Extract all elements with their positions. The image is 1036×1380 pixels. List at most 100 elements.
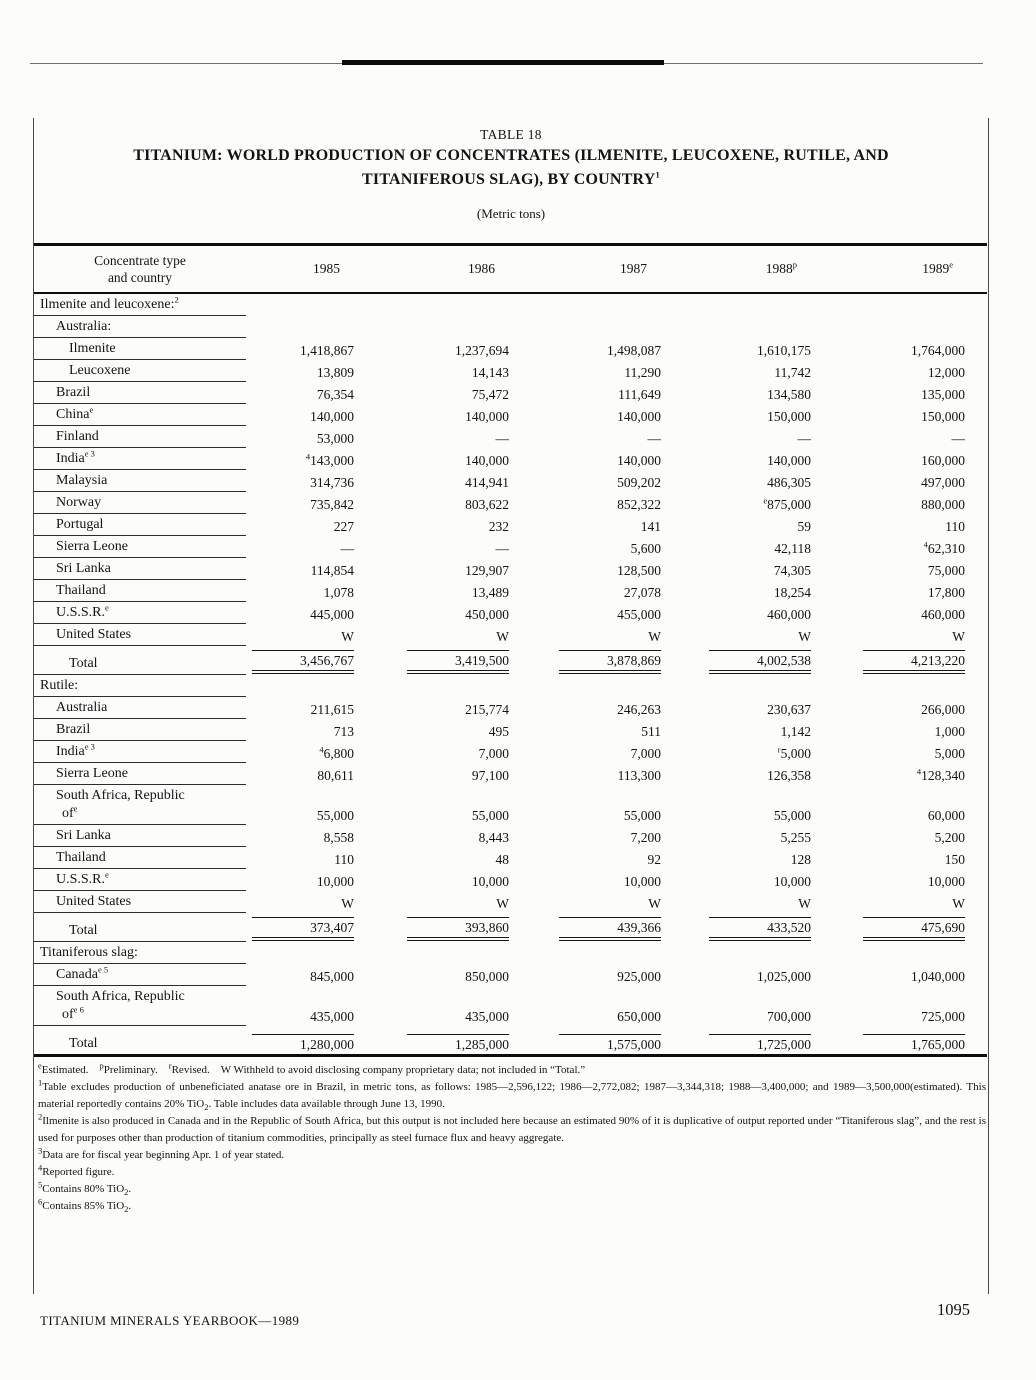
- value-cell: 7,000: [630, 745, 661, 761]
- total-value: 3,456,767: [252, 649, 354, 674]
- table-row: United States W W W W W: [34, 623, 987, 646]
- value-cell: 266,000: [921, 701, 965, 717]
- value-cell: 7,200: [630, 829, 661, 845]
- value-cell: 80,611: [317, 767, 354, 783]
- value-cell: 509,202: [617, 474, 661, 490]
- value-cell: [663, 293, 813, 316]
- table-row: Thailand 110 48 92 128 150: [34, 846, 987, 869]
- footnote: 6Contains 85% TiO2.: [38, 1196, 132, 1215]
- value-cell: 8,443: [478, 829, 509, 845]
- value-cell: 110: [334, 851, 354, 867]
- value-cell: [511, 316, 663, 338]
- year-column-header-1988: 1988p: [765, 259, 797, 276]
- value-cell: 55,000: [623, 807, 661, 823]
- total-value: 433,520: [709, 916, 811, 941]
- value-cell: 850,000: [465, 968, 509, 984]
- row-label: Total: [34, 1025, 246, 1056]
- row-label: Chinae: [34, 403, 246, 426]
- value-cell: [246, 942, 356, 964]
- table-number-label: TABLE 18: [480, 127, 542, 142]
- total-value: 1,280,000: [252, 1034, 354, 1053]
- row-label: Sri Lanka: [34, 824, 246, 847]
- value-cell: 5,600: [630, 540, 661, 556]
- year-column-header-1989: 1989e: [922, 259, 953, 276]
- footnote: 2Ilmenite is also produced in Canada and…: [38, 1111, 986, 1144]
- total-value: 3,419,500: [407, 649, 509, 674]
- value-cell: W: [648, 895, 661, 911]
- table-header: Concentrate type and country 1985 1986 1…: [34, 244, 987, 294]
- stub-column-header: Concentrate type and country: [34, 245, 246, 294]
- table-title-line-1: TITANIUM: WORLD PRODUCTION OF CONCENTRAT…: [133, 147, 889, 164]
- value-cell: W: [952, 895, 965, 911]
- table-row: Finland 53,000 — — — —: [34, 425, 987, 448]
- value-cell: 48: [495, 851, 510, 867]
- row-label: U.S.S.R.e: [34, 868, 246, 891]
- value-cell: 7,000: [478, 745, 509, 761]
- value-cell: 128: [790, 851, 811, 867]
- value-cell: 17,800: [927, 584, 965, 600]
- value-cell: —: [951, 430, 966, 446]
- value-cell: 140,000: [465, 408, 509, 424]
- table-row: U.S.S.R.e 10,000 10,000 10,000 10,000 10,000: [34, 868, 987, 891]
- title-block: TABLE 18 TITANIUM: WORLD PRODUCTION OF C…: [34, 118, 988, 222]
- value-cell: r5,000: [777, 744, 811, 761]
- total-value: 4,213,220: [863, 649, 965, 674]
- value-cell: W: [496, 628, 509, 644]
- row-label-continuation: ofe 6: [62, 1004, 84, 1022]
- value-cell: e875,000: [763, 495, 811, 512]
- value-cell: [813, 675, 987, 697]
- value-cell: 460,000: [767, 606, 811, 622]
- value-cell: W: [341, 895, 354, 911]
- total-value: 439,366: [559, 916, 661, 941]
- table-row: Ilmenite and leucoxene:2: [34, 293, 987, 316]
- value-cell: 135,000: [921, 386, 965, 402]
- year-column-header-1985: 1985: [313, 261, 340, 276]
- value-cell: 486,305: [767, 474, 811, 490]
- table-row: Ilmenite 1,418,867 1,237,694 1,498,087 1,610…: [34, 337, 987, 360]
- total-value: 1,725,000: [709, 1034, 811, 1053]
- value-cell: 110: [945, 518, 965, 534]
- table-row: Sri Lanka 8,558 8,443 7,200 5,255 5,200: [34, 824, 987, 847]
- row-label: Ilmenite: [34, 337, 246, 360]
- total-value-cell: 475,690: [813, 913, 987, 942]
- total-value: 393,860: [407, 916, 509, 941]
- value-cell: 11,290: [624, 364, 661, 380]
- total-value: 475,690: [863, 916, 965, 941]
- row-label: Leucoxene: [34, 359, 246, 382]
- table-row: Leucoxene 13,809 14,143 11,290 11,742 12,000: [34, 359, 987, 382]
- table-row: South Africa, Republic ofe 6 435,000 435,00…: [34, 985, 987, 1026]
- footnote: 4Reported figure.: [38, 1162, 115, 1178]
- total-value-cell: 1,725,000: [663, 1026, 813, 1056]
- table-row: Norway 735,842 803,622 852,322 e875,000 880,0…: [34, 491, 987, 514]
- row-label: Canadae 5: [34, 963, 246, 986]
- total-value-cell: 393,860: [356, 913, 511, 942]
- value-cell: 1,025,000: [757, 968, 811, 984]
- value-cell: 140,000: [617, 408, 661, 424]
- row-label: Rutile:: [34, 674, 246, 697]
- value-cell: [511, 675, 663, 697]
- value-cell: —: [797, 430, 812, 446]
- total-value-cell: 1,765,000: [813, 1026, 987, 1056]
- table-row: Rutile:: [34, 674, 987, 697]
- table-row: Indiae 3 4143,000 140,000 140,000 140,000 160…: [34, 447, 987, 470]
- value-cell: 4143,000: [305, 451, 354, 468]
- footnotes-block: eEstimated. pPreliminary. rRevised. W Wi…: [38, 1061, 986, 1215]
- row-label: Brazil: [34, 718, 246, 741]
- value-cell: 227: [333, 518, 354, 534]
- value-cell: [356, 316, 511, 338]
- table-row: South Africa, Republic ofe 55,000 55,000 55,…: [34, 784, 987, 825]
- value-cell: 134,580: [767, 386, 811, 402]
- value-cell: 13,809: [316, 364, 354, 380]
- value-cell: 150,000: [921, 408, 965, 424]
- value-cell: [813, 293, 987, 316]
- value-cell: [813, 942, 987, 964]
- value-cell: W: [496, 895, 509, 911]
- value-cell: [246, 675, 356, 697]
- value-cell: 10,000: [623, 873, 661, 889]
- value-cell: 495: [488, 723, 509, 739]
- value-cell: [356, 675, 511, 697]
- row-label: Finland: [34, 425, 246, 448]
- value-cell: 314,736: [310, 474, 354, 490]
- header-row: Concentrate type and country 1985 1986 1…: [34, 244, 987, 294]
- value-cell: 150: [944, 851, 965, 867]
